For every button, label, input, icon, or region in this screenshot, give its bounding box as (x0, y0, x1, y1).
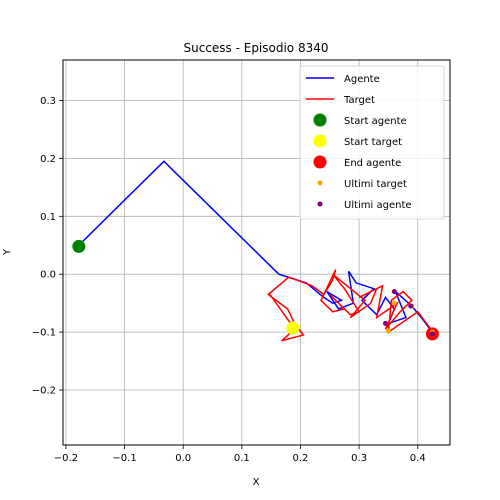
y-axis-label: Y (2, 248, 13, 256)
plot-area (72, 160, 439, 342)
x-axis-label: X (253, 477, 260, 488)
legend-swatch (313, 134, 327, 148)
legend: Agente Target Start agente Start target End … (299, 65, 445, 220)
y-tick-label: 0.2 (40, 154, 56, 165)
series-line-target (266, 269, 436, 342)
legend-box (299, 65, 445, 220)
y-tick-label: 0.1 (40, 212, 56, 223)
legend-swatch (313, 155, 327, 169)
legend-label: Target (343, 95, 375, 106)
point-ultimi-target (391, 300, 397, 306)
legend-label: Start target (344, 137, 402, 148)
point-ultimi-target (385, 328, 391, 334)
y-tick-label: 0.3 (40, 96, 56, 107)
legend-label: Ultimi target (344, 179, 407, 190)
x-tick-label: −0.2 (54, 453, 78, 464)
x-tick-label: 0.3 (351, 453, 367, 464)
y-tick-label: 0.0 (40, 270, 56, 281)
legend-swatch (317, 201, 323, 207)
point-ultimi-agente (408, 303, 414, 309)
point-ultimi-agente (391, 289, 397, 295)
axes-frame (62, 59, 451, 446)
y-tick-label: −0.2 (32, 386, 56, 397)
legend-label: Start agente (344, 116, 407, 127)
chart-title: Success - Episodio 8340 (183, 41, 328, 55)
x-tick-label: 0.1 (234, 453, 250, 464)
x-tick-label: 0.0 (175, 453, 191, 464)
legend-label: Agente (344, 74, 380, 85)
legend-label: Ultimi agente (344, 200, 412, 211)
point-ultimi-agente (429, 331, 435, 337)
point-start-target (286, 321, 300, 335)
point-start-agente (72, 239, 86, 253)
legend-swatch (317, 180, 323, 186)
y-tick-label: −0.1 (32, 328, 56, 339)
legend-label: End agente (344, 158, 401, 169)
ticks: −0.2 −0.1 0.0 0.1 0.2 0.3 0.4 −0.2 −0.1 0.0 0.1 0.2… (32, 96, 426, 464)
x-tick-label: 0.2 (293, 453, 309, 464)
x-tick-label: 0.4 (410, 453, 426, 464)
point-ultimi-agente (383, 320, 388, 326)
legend-swatch (313, 113, 327, 127)
x-tick-label: −0.1 (112, 453, 136, 464)
